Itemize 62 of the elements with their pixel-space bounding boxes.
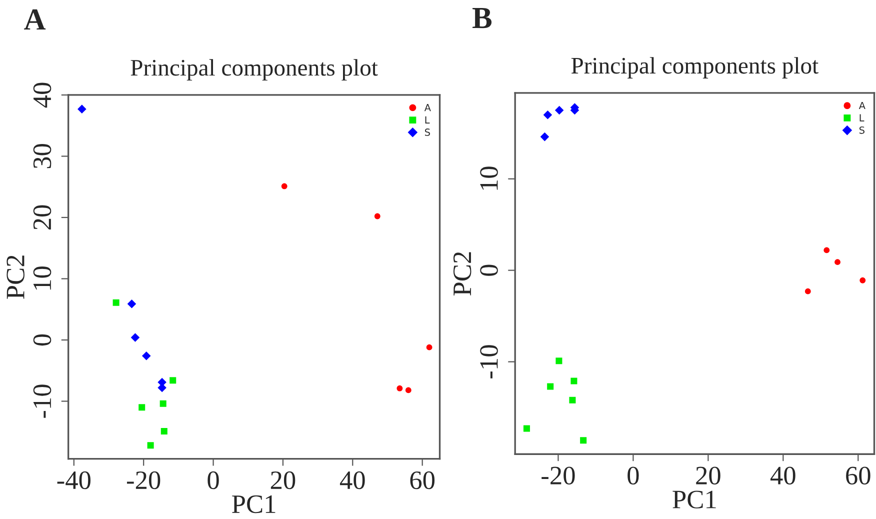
point [147, 442, 154, 449]
point [160, 400, 166, 407]
x-tick-label: 0 [208, 471, 219, 490]
point [569, 396, 576, 404]
point [142, 352, 151, 360]
point [426, 344, 432, 350]
y-tick-label: 10 [480, 166, 498, 190]
point [523, 425, 530, 432]
x-tick-label: -40 [57, 471, 90, 490]
x-axis-title: PC1 [232, 495, 276, 514]
point [127, 299, 136, 308]
point [556, 358, 562, 364]
point [138, 404, 146, 411]
legend-label: L [425, 116, 430, 124]
x-tick-label: 40 [340, 471, 365, 490]
point [396, 385, 403, 392]
point [570, 378, 578, 384]
point [804, 288, 811, 294]
point [834, 259, 840, 266]
point [281, 183, 288, 190]
chart-title: Principal components plot [130, 59, 378, 81]
point [824, 247, 830, 254]
y-tick-label: 0 [480, 264, 498, 276]
x-tick-label: 60 [410, 471, 435, 490]
chart-title: Principal components plot [571, 57, 818, 78]
legend-label: S [859, 126, 864, 134]
point [112, 299, 120, 306]
x-tick-label: 60 [846, 466, 870, 484]
y-tick-label: 30 [33, 144, 52, 168]
legend-label: L [860, 114, 864, 122]
point [543, 110, 552, 120]
point [130, 333, 140, 342]
text: B [472, 8, 492, 28]
x-tick-label: 40 [770, 466, 796, 484]
x-tick-label: 20 [696, 466, 720, 484]
point [374, 213, 380, 220]
legend-label: A [424, 104, 431, 112]
y-tick-label: 10 [33, 266, 52, 290]
x-tick-label: -20 [126, 471, 160, 490]
x-tick-label: 0 [628, 466, 639, 484]
y-tick-label: -10 [480, 345, 498, 378]
y-tick-label: 40 [33, 82, 52, 108]
y-tick-label: -10 [33, 384, 52, 418]
legend-label: S [424, 128, 430, 136]
legend-label: A [858, 102, 866, 110]
point [547, 383, 554, 390]
point [554, 106, 564, 115]
point [860, 277, 866, 284]
text: A [24, 9, 46, 30]
x-tick-label: 20 [270, 471, 296, 490]
point [160, 428, 168, 434]
y-axis-title: PC2 [6, 256, 24, 299]
y-tick-label: 20 [33, 205, 52, 230]
y-tick-label: 0 [33, 334, 52, 346]
x-axis-title: PC1 [672, 490, 716, 508]
point [170, 377, 176, 384]
point [580, 437, 587, 444]
point [78, 104, 86, 114]
point [405, 387, 412, 394]
y-axis-title: PC2 [453, 252, 472, 296]
x-tick-label: -20 [542, 466, 575, 484]
point [540, 132, 550, 142]
